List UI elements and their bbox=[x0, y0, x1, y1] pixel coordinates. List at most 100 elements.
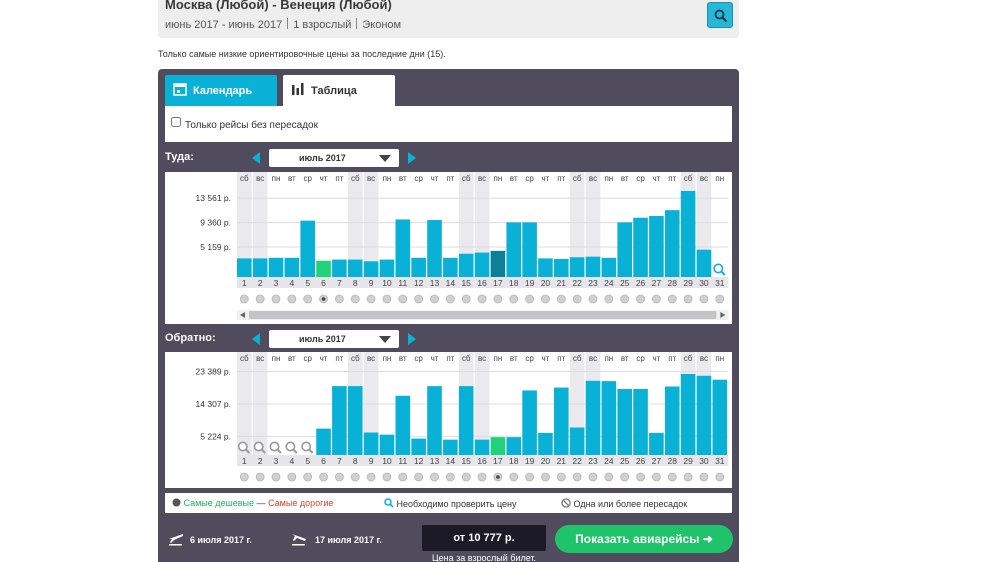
price-bar[interactable] bbox=[554, 258, 569, 277]
price-bar[interactable] bbox=[474, 252, 490, 277]
price-bar[interactable] bbox=[569, 427, 585, 455]
day-radio[interactable] bbox=[651, 472, 661, 482]
price-bar[interactable] bbox=[712, 379, 728, 455]
price-bar[interactable] bbox=[664, 386, 680, 455]
price-bar[interactable] bbox=[490, 437, 506, 455]
day-radio[interactable] bbox=[461, 472, 471, 482]
day-radio[interactable] bbox=[715, 472, 725, 482]
price-bar[interactable] bbox=[268, 257, 284, 277]
price-bar[interactable] bbox=[569, 257, 585, 277]
price-bar[interactable] bbox=[443, 257, 458, 277]
return-month-select[interactable]: июль 2017 bbox=[269, 330, 399, 348]
day-radio[interactable] bbox=[525, 294, 535, 304]
day-radio[interactable] bbox=[588, 472, 598, 482]
price-bar[interactable] bbox=[316, 428, 331, 455]
price-bar[interactable] bbox=[522, 222, 537, 277]
day-radio[interactable] bbox=[477, 294, 487, 304]
day-radio[interactable] bbox=[683, 472, 693, 482]
price-bar[interactable] bbox=[347, 386, 363, 455]
outbound-prev-month-arrow[interactable] bbox=[252, 152, 260, 164]
price-bar[interactable] bbox=[395, 219, 411, 277]
day-radio[interactable] bbox=[556, 294, 566, 304]
price-bar[interactable] bbox=[411, 257, 426, 277]
price-bar[interactable] bbox=[696, 249, 712, 277]
price-bar[interactable] bbox=[363, 432, 379, 455]
price-bar[interactable] bbox=[680, 190, 696, 277]
price-bar[interactable] bbox=[332, 259, 347, 277]
price-bar[interactable] bbox=[458, 386, 474, 455]
price-bar[interactable] bbox=[300, 220, 315, 277]
magnifier-icon[interactable] bbox=[301, 441, 314, 454]
day-radio[interactable] bbox=[414, 294, 424, 304]
price-bar[interactable] bbox=[522, 390, 537, 455]
price-bar[interactable] bbox=[252, 258, 268, 277]
day-radio[interactable] bbox=[271, 472, 281, 482]
price-bar[interactable] bbox=[680, 373, 696, 455]
tab-calendar[interactable]: Календарь bbox=[165, 75, 277, 106]
day-radio[interactable] bbox=[541, 472, 550, 482]
day-radio[interactable] bbox=[271, 294, 281, 304]
day-radio[interactable] bbox=[414, 472, 424, 482]
price-bar[interactable] bbox=[554, 387, 569, 455]
day-radio[interactable] bbox=[366, 294, 376, 304]
scrollbar-thumb[interactable] bbox=[249, 311, 717, 319]
price-bar[interactable] bbox=[347, 259, 363, 277]
day-radio[interactable] bbox=[382, 472, 392, 482]
day-radio[interactable] bbox=[255, 294, 265, 304]
price-bar[interactable] bbox=[395, 395, 411, 455]
price-bar[interactable] bbox=[649, 215, 664, 277]
day-radio[interactable] bbox=[541, 294, 550, 304]
day-radio[interactable] bbox=[699, 472, 709, 482]
scroll-right-icon[interactable] bbox=[720, 312, 726, 318]
price-bar[interactable] bbox=[633, 217, 648, 277]
day-radio[interactable] bbox=[699, 294, 709, 304]
day-radio[interactable] bbox=[319, 472, 328, 482]
price-bar[interactable] bbox=[443, 439, 458, 455]
day-radio[interactable] bbox=[350, 472, 360, 482]
day-radio[interactable] bbox=[255, 472, 265, 482]
day-radio[interactable] bbox=[667, 294, 677, 304]
magnifier-icon[interactable] bbox=[237, 441, 251, 454]
day-radio[interactable] bbox=[445, 472, 455, 482]
price-bar[interactable] bbox=[649, 432, 664, 455]
price-bar[interactable] bbox=[617, 388, 632, 455]
return-next-month-arrow[interactable] bbox=[408, 333, 416, 345]
price-bar[interactable] bbox=[585, 380, 601, 455]
day-radio[interactable] bbox=[604, 472, 614, 482]
day-radio[interactable] bbox=[715, 294, 725, 304]
price-bar[interactable] bbox=[237, 258, 252, 277]
show-flights-button[interactable]: Показать авиарейсы ➜ bbox=[555, 525, 733, 553]
price-bar[interactable] bbox=[601, 257, 617, 277]
day-radio[interactable] bbox=[334, 472, 344, 482]
direct-only-checkbox[interactable] bbox=[171, 117, 181, 127]
day-radio[interactable] bbox=[572, 472, 582, 482]
price-bar[interactable] bbox=[617, 222, 632, 277]
day-radio[interactable] bbox=[303, 472, 313, 482]
price-bar[interactable] bbox=[538, 432, 553, 455]
price-bar[interactable] bbox=[316, 260, 331, 277]
price-bar[interactable] bbox=[664, 210, 680, 277]
price-bar[interactable] bbox=[506, 222, 522, 277]
price-bar[interactable] bbox=[506, 437, 522, 455]
day-radio[interactable] bbox=[287, 472, 297, 482]
price-bar[interactable] bbox=[585, 256, 601, 277]
outbound-month-select[interactable]: июль 2017 bbox=[269, 149, 399, 167]
day-radio[interactable] bbox=[636, 294, 645, 304]
day-radio[interactable] bbox=[334, 294, 344, 304]
price-bar[interactable] bbox=[474, 439, 490, 455]
day-radio[interactable] bbox=[525, 472, 535, 482]
day-radio[interactable] bbox=[509, 294, 519, 304]
price-bar[interactable] bbox=[458, 253, 474, 277]
price-bar[interactable] bbox=[379, 434, 395, 455]
price-bar[interactable] bbox=[427, 220, 442, 277]
day-radio[interactable] bbox=[572, 294, 582, 304]
day-radio[interactable] bbox=[588, 294, 598, 304]
day-radio[interactable] bbox=[509, 472, 519, 482]
magnifier-icon[interactable] bbox=[269, 441, 282, 454]
day-radio[interactable] bbox=[239, 294, 249, 304]
magnifier-icon[interactable] bbox=[285, 441, 298, 454]
day-radio[interactable] bbox=[350, 294, 360, 304]
price-bar[interactable] bbox=[490, 250, 506, 277]
day-radio[interactable] bbox=[620, 472, 630, 482]
outbound-next-month-arrow[interactable] bbox=[408, 152, 416, 164]
